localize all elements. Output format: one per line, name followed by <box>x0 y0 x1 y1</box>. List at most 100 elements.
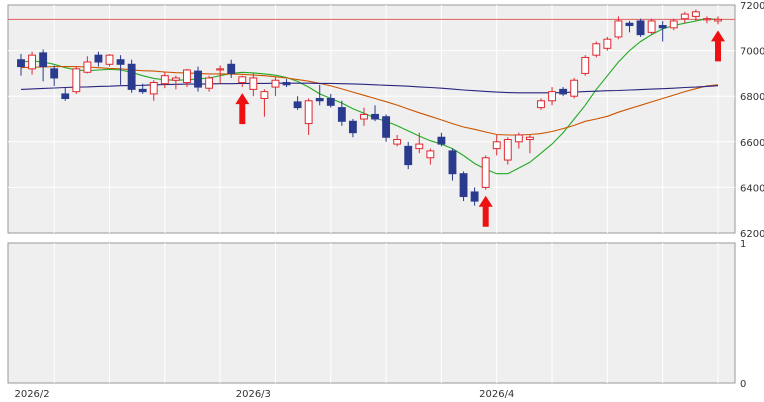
candle-body <box>603 38 612 49</box>
x-tick-label: 2026/4 <box>479 389 514 400</box>
candle <box>703 16 711 24</box>
candle-body <box>570 79 579 97</box>
candle <box>404 141 413 170</box>
candle-body <box>282 82 291 86</box>
candle-body <box>160 75 169 85</box>
candle-body <box>470 191 479 202</box>
candle <box>149 80 158 101</box>
candle <box>492 134 501 156</box>
candle-body <box>614 20 623 38</box>
candle-body <box>592 43 601 56</box>
candle <box>249 73 258 97</box>
candle <box>72 66 81 94</box>
candle-body <box>448 150 457 175</box>
candle-body <box>271 79 280 88</box>
candle-body <box>714 18 722 22</box>
candle <box>183 68 191 88</box>
buy-signal-arrow <box>478 195 493 227</box>
candle <box>271 76 280 97</box>
candle <box>105 54 114 67</box>
candle <box>216 65 225 84</box>
candle-body <box>61 93 70 99</box>
buy-signal-arrow <box>235 93 250 125</box>
candle <box>548 87 556 106</box>
candle-body <box>205 77 214 89</box>
candle-body <box>691 11 700 17</box>
candle-body <box>171 77 180 81</box>
candle <box>437 132 446 147</box>
candle-body <box>658 25 667 29</box>
candle-body <box>481 157 490 188</box>
candle-body <box>426 150 435 159</box>
x-tick-label: 2026/2 <box>14 389 49 400</box>
candle-body <box>216 68 225 71</box>
candle-body <box>459 173 468 198</box>
candle <box>61 87 70 101</box>
candle-body <box>39 52 48 68</box>
candle <box>625 20 634 33</box>
candle-body <box>238 76 247 84</box>
candle <box>525 134 534 154</box>
moving-average-line-1 <box>20 18 719 175</box>
price-y-tick-label: 6600 <box>740 138 764 149</box>
candle-body <box>83 61 92 73</box>
candle <box>127 59 136 93</box>
candle-body <box>625 22 634 27</box>
candle-body <box>127 63 136 90</box>
price-y-tick-label: 6400 <box>740 183 764 194</box>
x-tick-label: 2026/3 <box>236 389 271 400</box>
candle <box>50 65 59 86</box>
candle-body <box>105 54 114 65</box>
candle <box>636 18 645 37</box>
candle-body <box>227 63 236 74</box>
candle <box>83 56 92 74</box>
candle-body <box>514 134 523 143</box>
candle-body <box>636 20 645 36</box>
candle <box>570 77 579 99</box>
candle <box>94 51 103 67</box>
candle <box>559 87 568 97</box>
candle <box>227 59 236 78</box>
buy-signal-arrow <box>711 30 725 62</box>
candle <box>680 11 689 24</box>
candle <box>371 105 379 122</box>
candle-body <box>337 107 346 122</box>
x-axis: 2026/2 2026/3 2026/4 <box>14 389 514 400</box>
candle-body <box>680 13 689 20</box>
candle <box>647 18 656 35</box>
candle <box>714 16 722 25</box>
candle-body <box>304 100 313 125</box>
moving-average-line-3 <box>20 82 719 94</box>
candle <box>171 75 180 90</box>
candle <box>282 79 291 88</box>
candle <box>28 51 36 75</box>
price-y-tick-label: 6200 <box>740 229 764 240</box>
candle <box>293 96 302 110</box>
candle-body <box>404 145 413 166</box>
candle <box>459 171 468 202</box>
price-y-tick-label: 7000 <box>740 47 764 58</box>
moving-average-line-2 <box>20 66 719 136</box>
candle-body <box>647 20 656 33</box>
candle-body <box>437 136 446 145</box>
candle <box>205 75 214 92</box>
candle <box>614 16 623 40</box>
candle <box>138 83 147 94</box>
candle <box>503 137 512 165</box>
candle <box>514 132 523 149</box>
candle-body <box>548 91 556 102</box>
candle-body <box>669 20 678 29</box>
indicator-y-tick-label: 0 <box>740 379 746 390</box>
price-panel: 7200 7000 6800 6600 6400 6200 <box>7 1 764 240</box>
candle <box>658 20 667 42</box>
candle <box>415 132 424 154</box>
candle-body <box>559 88 568 95</box>
candle <box>17 54 25 76</box>
candle <box>470 187 479 206</box>
candle-body <box>371 113 379 120</box>
candle <box>348 119 357 138</box>
indicator-plot-area <box>7 242 736 384</box>
candle-body <box>138 88 147 93</box>
candle <box>116 55 125 85</box>
